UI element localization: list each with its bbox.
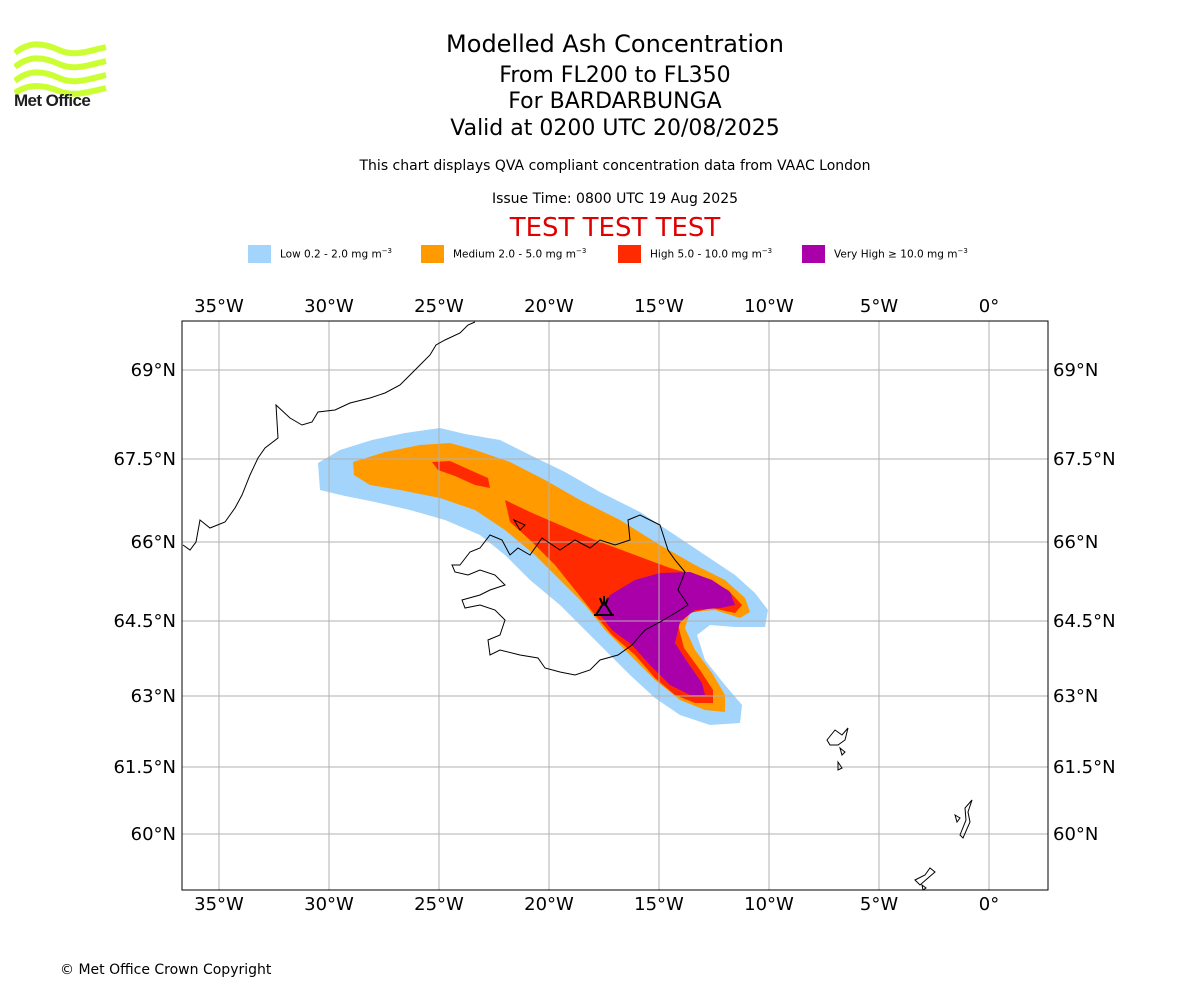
issue-time: Issue Time: 0800 UTC 19 Aug 2025 xyxy=(491,191,739,207)
ash-area-very-high xyxy=(598,572,735,695)
lat-label-left-61-5n: 61.5°N xyxy=(113,757,176,778)
lon-label-top-20w: 20°W xyxy=(524,296,574,317)
lat-label-left-60n: 60°N xyxy=(131,824,176,845)
lat-label-left-66n: 66°N xyxy=(131,532,176,553)
map-frame xyxy=(181,320,1049,891)
level-range: From FL200 to FL350 xyxy=(499,63,731,88)
legend-label-very-high: Very High ≥ 10.0 mg m−3 xyxy=(834,247,968,261)
lon-label-bottom-30w: 30°W xyxy=(304,894,354,915)
legend-item-medium: Medium 2.0 - 5.0 mg m−3 xyxy=(421,244,586,264)
valid-time: Valid at 0200 UTC 20/08/2025 xyxy=(450,116,780,141)
lon-label-top-5w: 5°W xyxy=(860,296,898,317)
lat-label-left-69n: 69°N xyxy=(131,360,176,381)
lon-label-top-30w: 30°W xyxy=(304,296,354,317)
copyright-notice: © Met Office Crown Copyright xyxy=(60,962,272,978)
lat-label-left-64-5n: 64.5°N xyxy=(113,611,176,632)
legend-label-low: Low 0.2 - 2.0 mg m−3 xyxy=(280,247,393,261)
met-office-logo xyxy=(14,41,107,97)
volcano-name: For BARDARBUNGA xyxy=(508,89,722,114)
lon-label-top-0: 0° xyxy=(979,296,999,317)
lon-label-bottom-0: 0° xyxy=(979,894,999,915)
lon-label-bottom-10w: 10°W xyxy=(744,894,794,915)
legend-item-high: High 5.0 - 10.0 mg m−3 xyxy=(618,244,772,264)
logo-text: Met Office xyxy=(14,91,91,110)
lat-label-right-67-5n: 67.5°N xyxy=(1053,449,1116,470)
lon-label-top-35w: 35°W xyxy=(194,296,244,317)
lon-label-top-15w: 15°W xyxy=(634,296,684,317)
lon-label-top-25w: 25°W xyxy=(414,296,464,317)
gridlines xyxy=(182,321,1048,890)
legend: Low 0.2 - 2.0 mg m−3 Medium 2.0 - 5.0 mg… xyxy=(0,244,1200,264)
lat-label-right-61-5n: 61.5°N xyxy=(1053,757,1116,778)
chart-description: This chart displays QVA compliant concen… xyxy=(359,158,871,174)
chart-title: Modelled Ash Concentration xyxy=(446,30,784,58)
lat-label-left-67-5n: 67.5°N xyxy=(113,449,176,470)
lon-label-bottom-35w: 35°W xyxy=(194,894,244,915)
lat-label-right-64-5n: 64.5°N xyxy=(1053,611,1116,632)
lon-label-top-10w: 10°W xyxy=(744,296,794,317)
lon-label-bottom-25w: 25°W xyxy=(414,894,464,915)
legend-swatch-high xyxy=(618,245,641,263)
lon-label-bottom-5w: 5°W xyxy=(860,894,898,915)
lon-label-bottom-20w: 20°W xyxy=(524,894,574,915)
legend-label-high: High 5.0 - 10.0 mg m−3 xyxy=(650,247,773,261)
ash-area-high-patch xyxy=(432,461,490,488)
legend-swatch-medium xyxy=(421,245,444,263)
lat-label-right-63n: 63°N xyxy=(1053,686,1098,707)
legend-swatch-very-high xyxy=(802,245,825,263)
lat-label-right-60n: 60°N xyxy=(1053,824,1098,845)
lat-label-left-63n: 63°N xyxy=(131,686,176,707)
legend-swatch-low xyxy=(248,245,271,263)
lat-label-right-66n: 66°N xyxy=(1053,532,1098,553)
lat-label-right-69n: 69°N xyxy=(1053,360,1098,381)
volcano-icon xyxy=(594,596,614,616)
coastlines xyxy=(182,321,973,890)
lon-label-bottom-15w: 15°W xyxy=(634,894,684,915)
legend-item-low: Low 0.2 - 2.0 mg m−3 xyxy=(248,244,392,264)
test-banner: TEST TEST TEST xyxy=(509,213,721,243)
legend-label-medium: Medium 2.0 - 5.0 mg m−3 xyxy=(453,247,587,261)
legend-item-very-high: Very High ≥ 10.0 mg m−3 xyxy=(802,244,968,264)
